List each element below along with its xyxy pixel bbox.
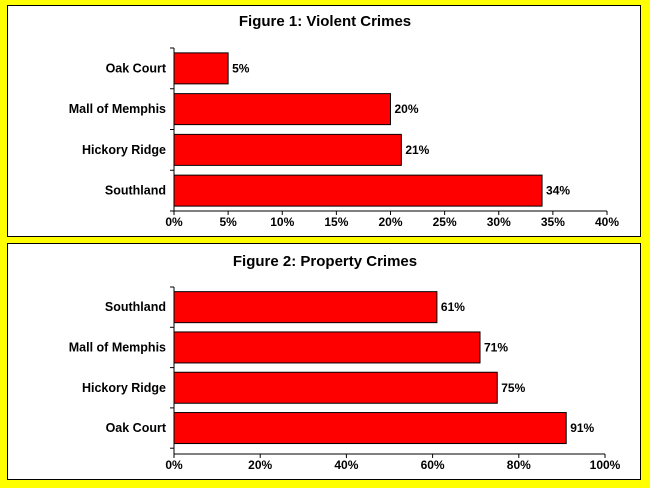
x-tick-label: 5% — [219, 215, 237, 229]
x-tick-label: 40% — [595, 215, 619, 229]
bar — [173, 52, 229, 85]
data-label: 71% — [484, 340, 508, 354]
violent-crimes-plot-area: Oak Court 5% Mall of Memphis 20% Hickory Rid… — [69, 47, 619, 229]
bar — [173, 291, 438, 324]
data-label: 75% — [501, 381, 525, 395]
x-tick-label: 20% — [248, 458, 272, 472]
data-label: 21% — [405, 143, 429, 157]
bar — [173, 174, 543, 207]
data-label: 91% — [570, 421, 594, 435]
x-tick-label: 0% — [165, 458, 183, 472]
x-tick-label: 35% — [541, 215, 565, 229]
property-crimes-chart: Figure 2: Property Crimes Southland 61% Ma… — [69, 253, 621, 472]
chart-title: Figure 1: Violent Crimes — [239, 13, 411, 30]
data-label: 5% — [232, 61, 250, 75]
category-label: Oak Court — [106, 61, 167, 75]
x-tick-label: 25% — [433, 215, 457, 229]
x-tick-label: 20% — [378, 215, 402, 229]
chart-title: Figure 2: Property Crimes — [233, 253, 417, 270]
category-label: Mall of Memphis — [69, 102, 166, 116]
x-tick-label: 60% — [421, 458, 445, 472]
x-tick-label: 80% — [507, 458, 531, 472]
bar — [173, 133, 402, 166]
property-crimes-chart-panel: Figure 2: Property Crimes Southland 61% Ma… — [7, 243, 641, 480]
category-label: Oak Court — [106, 421, 167, 435]
x-tick-label: 10% — [270, 215, 294, 229]
data-label: 34% — [546, 184, 570, 198]
data-label: 20% — [395, 102, 419, 116]
bar — [173, 331, 481, 364]
category-label: Southland — [105, 184, 166, 198]
property-crimes-plot-area: Southland 61% Mall of Memphis 71% Hickory Ri… — [69, 286, 621, 472]
bar — [173, 93, 391, 126]
bar — [173, 412, 567, 445]
x-tick-label: 0% — [165, 215, 183, 229]
x-tick-label: 15% — [324, 215, 348, 229]
category-label: Hickory Ridge — [82, 381, 166, 395]
violent-crimes-chart: Figure 1: Violent Crimes Oak Court 5% Mall… — [69, 13, 620, 229]
x-tick-label: 30% — [487, 215, 511, 229]
x-tick-label: 100% — [590, 458, 621, 472]
data-label: 61% — [441, 300, 465, 314]
bar — [173, 371, 498, 404]
violent-crimes-chart-panel: Figure 1: Violent Crimes Oak Court 5% Mall… — [7, 5, 641, 237]
category-label: Hickory Ridge — [82, 143, 166, 157]
x-tick-label: 40% — [334, 458, 358, 472]
category-label: Southland — [105, 300, 166, 314]
category-label: Mall of Memphis — [69, 340, 166, 354]
